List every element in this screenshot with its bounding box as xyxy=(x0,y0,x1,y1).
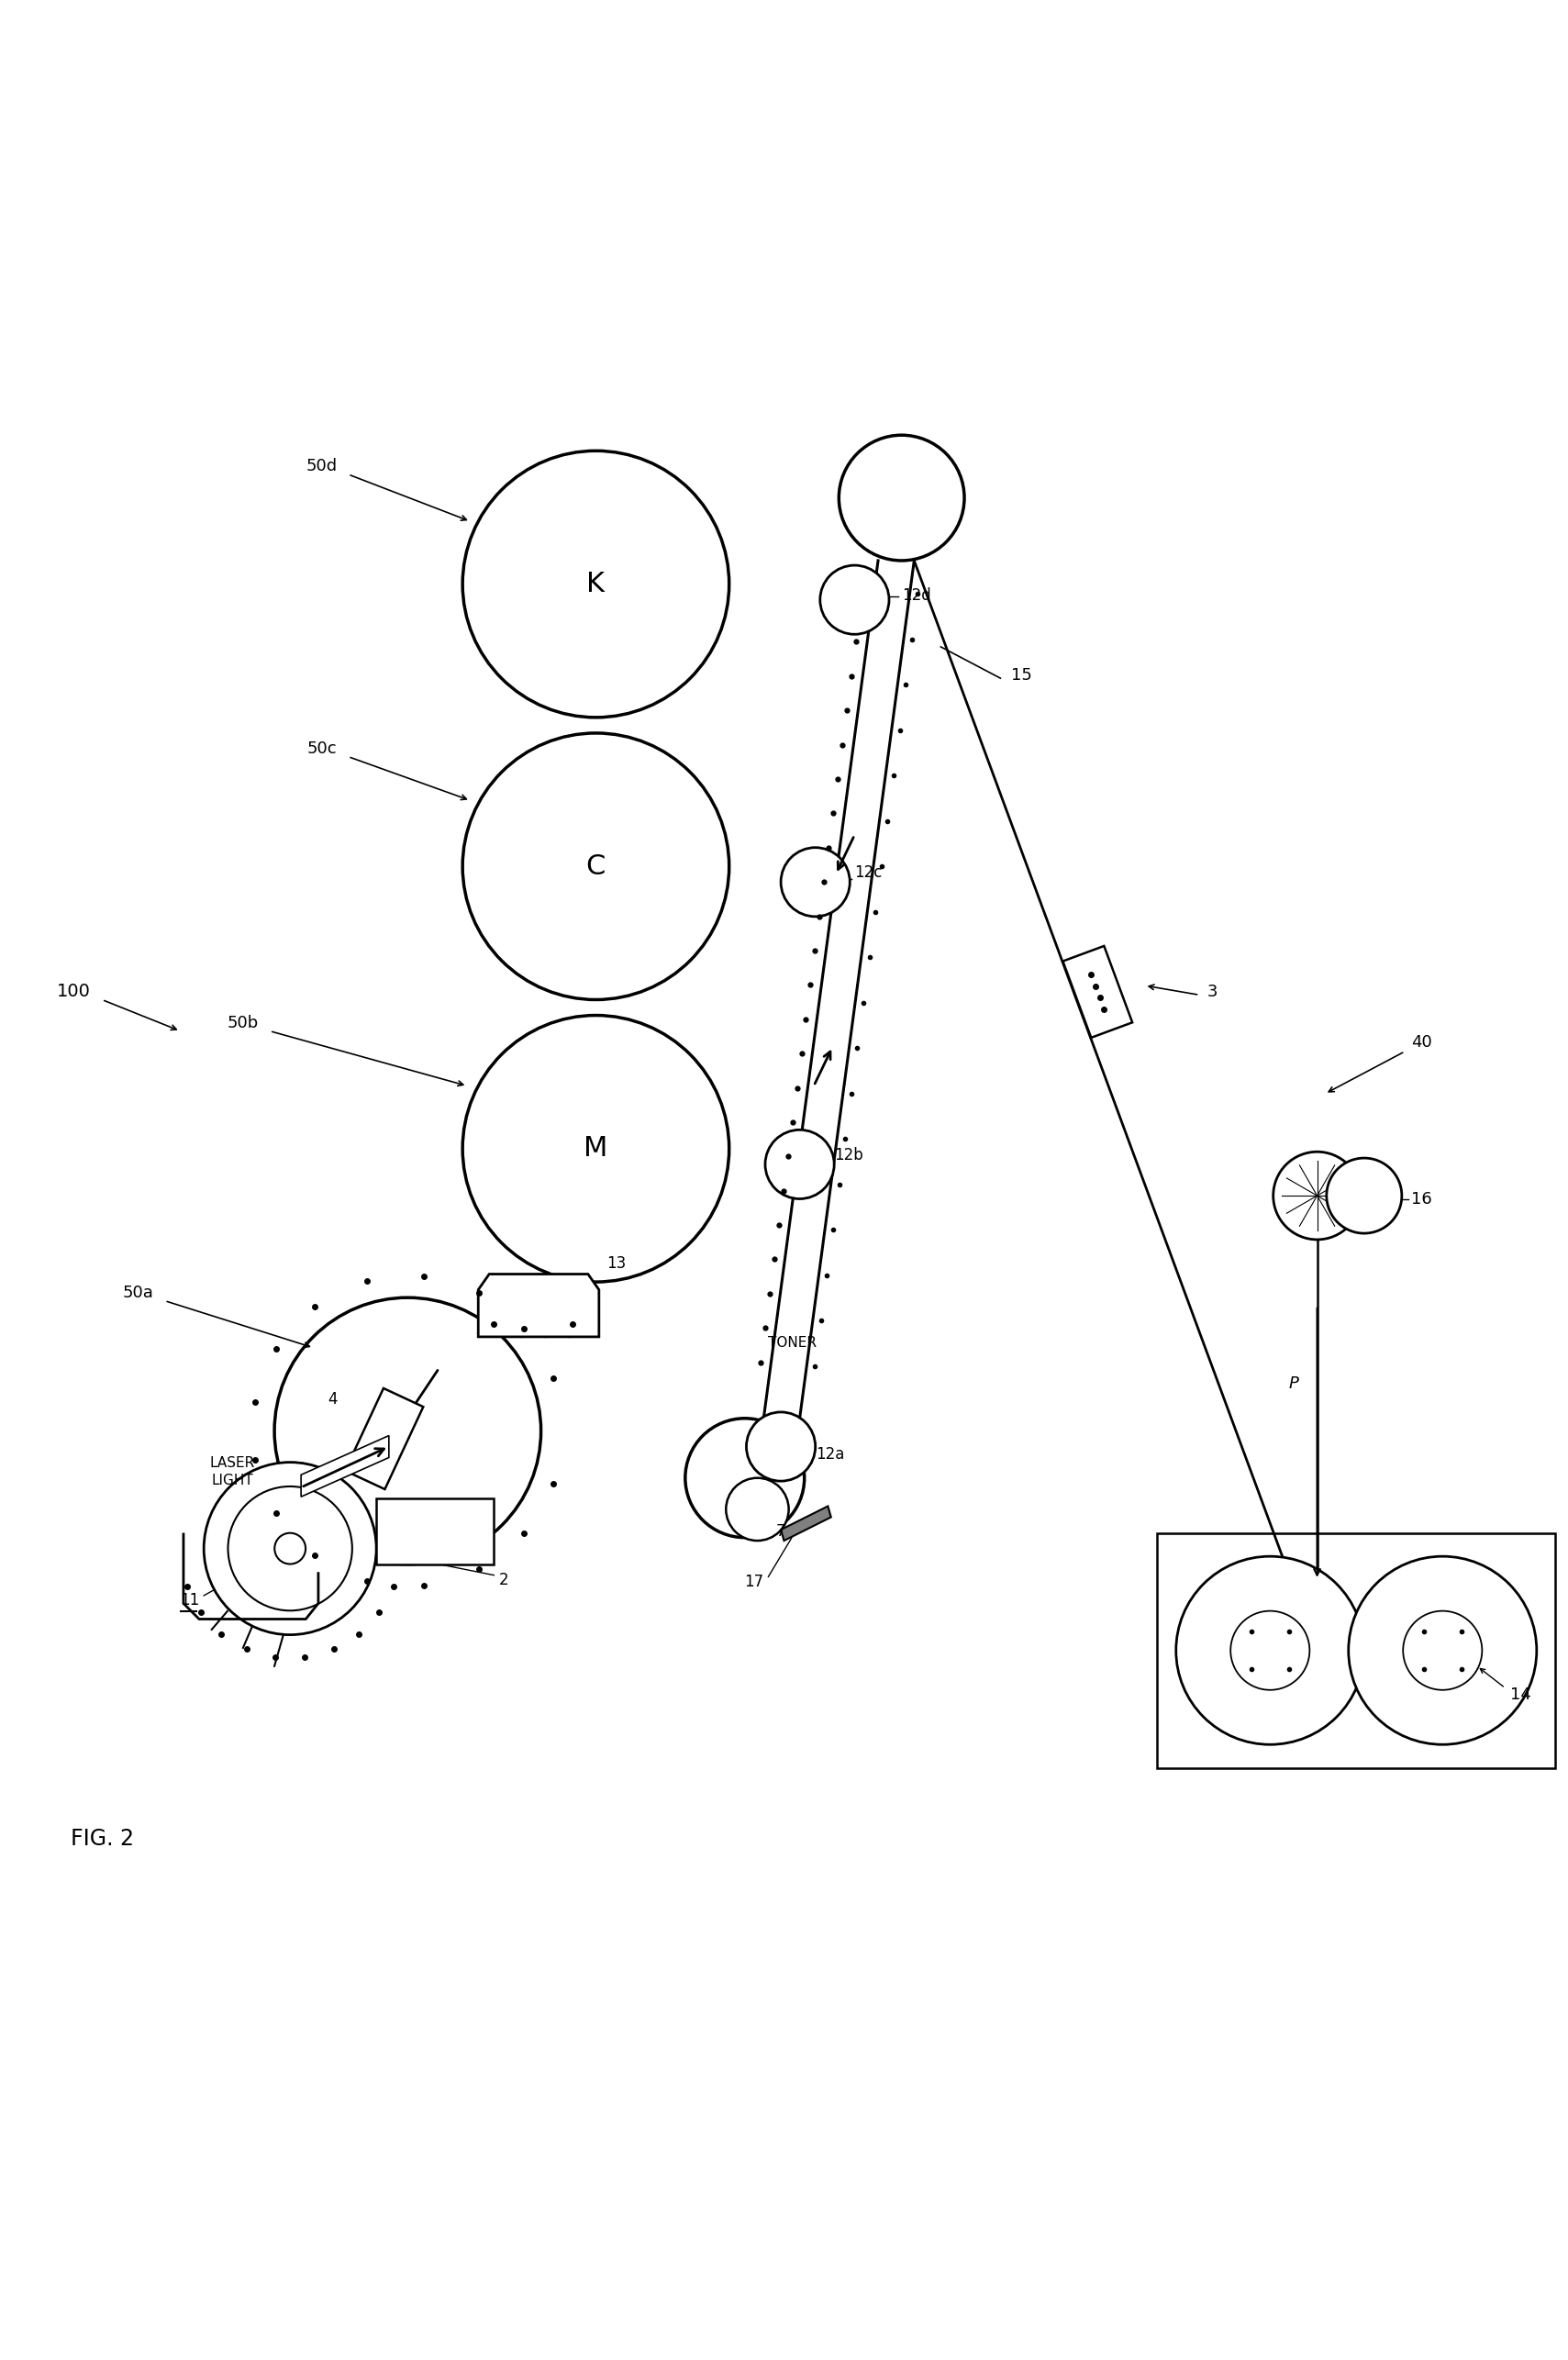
Text: TONER: TONER xyxy=(768,1336,817,1350)
Text: K: K xyxy=(586,571,605,597)
Text: 7: 7 xyxy=(776,1522,786,1539)
Text: M: M xyxy=(583,1135,608,1161)
Text: 100: 100 xyxy=(56,984,91,1001)
Polygon shape xyxy=(478,1274,599,1336)
Circle shape xyxy=(227,1487,353,1610)
Text: 12b: 12b xyxy=(834,1147,864,1163)
Text: 50c: 50c xyxy=(307,741,337,758)
Text: 4: 4 xyxy=(328,1392,337,1409)
Polygon shape xyxy=(301,1435,389,1496)
Text: 15: 15 xyxy=(1011,668,1032,684)
Text: 13: 13 xyxy=(607,1256,626,1272)
Text: 12c: 12c xyxy=(855,864,883,880)
Circle shape xyxy=(274,1534,306,1565)
Text: LASER
LIGHT: LASER LIGHT xyxy=(210,1456,254,1487)
Circle shape xyxy=(274,1298,541,1565)
Circle shape xyxy=(726,1477,789,1541)
Circle shape xyxy=(1327,1159,1402,1234)
Polygon shape xyxy=(781,1506,831,1541)
Text: 12d: 12d xyxy=(902,588,931,604)
Circle shape xyxy=(463,734,729,1001)
Circle shape xyxy=(1273,1152,1361,1239)
Circle shape xyxy=(781,847,850,916)
FancyBboxPatch shape xyxy=(376,1499,494,1565)
Text: P: P xyxy=(1289,1376,1298,1392)
Text: 11: 11 xyxy=(180,1593,199,1610)
Circle shape xyxy=(1176,1555,1364,1744)
Circle shape xyxy=(839,434,964,562)
Text: 40: 40 xyxy=(1411,1034,1432,1050)
Polygon shape xyxy=(1063,946,1132,1038)
Circle shape xyxy=(1403,1612,1482,1690)
Circle shape xyxy=(746,1411,815,1482)
Text: 14: 14 xyxy=(1510,1685,1530,1702)
Text: Y: Y xyxy=(400,1418,416,1444)
Text: 12a: 12a xyxy=(815,1447,844,1463)
Text: 50a: 50a xyxy=(122,1284,154,1300)
Text: C: C xyxy=(586,852,605,880)
Circle shape xyxy=(204,1463,376,1635)
Circle shape xyxy=(463,451,729,717)
Text: 50d: 50d xyxy=(306,458,337,474)
Circle shape xyxy=(1231,1612,1309,1690)
Text: 17: 17 xyxy=(745,1574,764,1591)
Text: 2: 2 xyxy=(499,1572,508,1588)
Text: 3: 3 xyxy=(1207,984,1218,1001)
Text: FIG. 2: FIG. 2 xyxy=(71,1827,133,1850)
Circle shape xyxy=(463,1015,729,1281)
Circle shape xyxy=(1348,1555,1537,1744)
Bar xyxy=(1157,1534,1555,1768)
Text: 50b: 50b xyxy=(227,1015,259,1031)
Text: 16: 16 xyxy=(1411,1189,1432,1206)
Polygon shape xyxy=(345,1388,423,1489)
Circle shape xyxy=(820,566,889,635)
Circle shape xyxy=(685,1418,804,1536)
Circle shape xyxy=(765,1130,834,1199)
